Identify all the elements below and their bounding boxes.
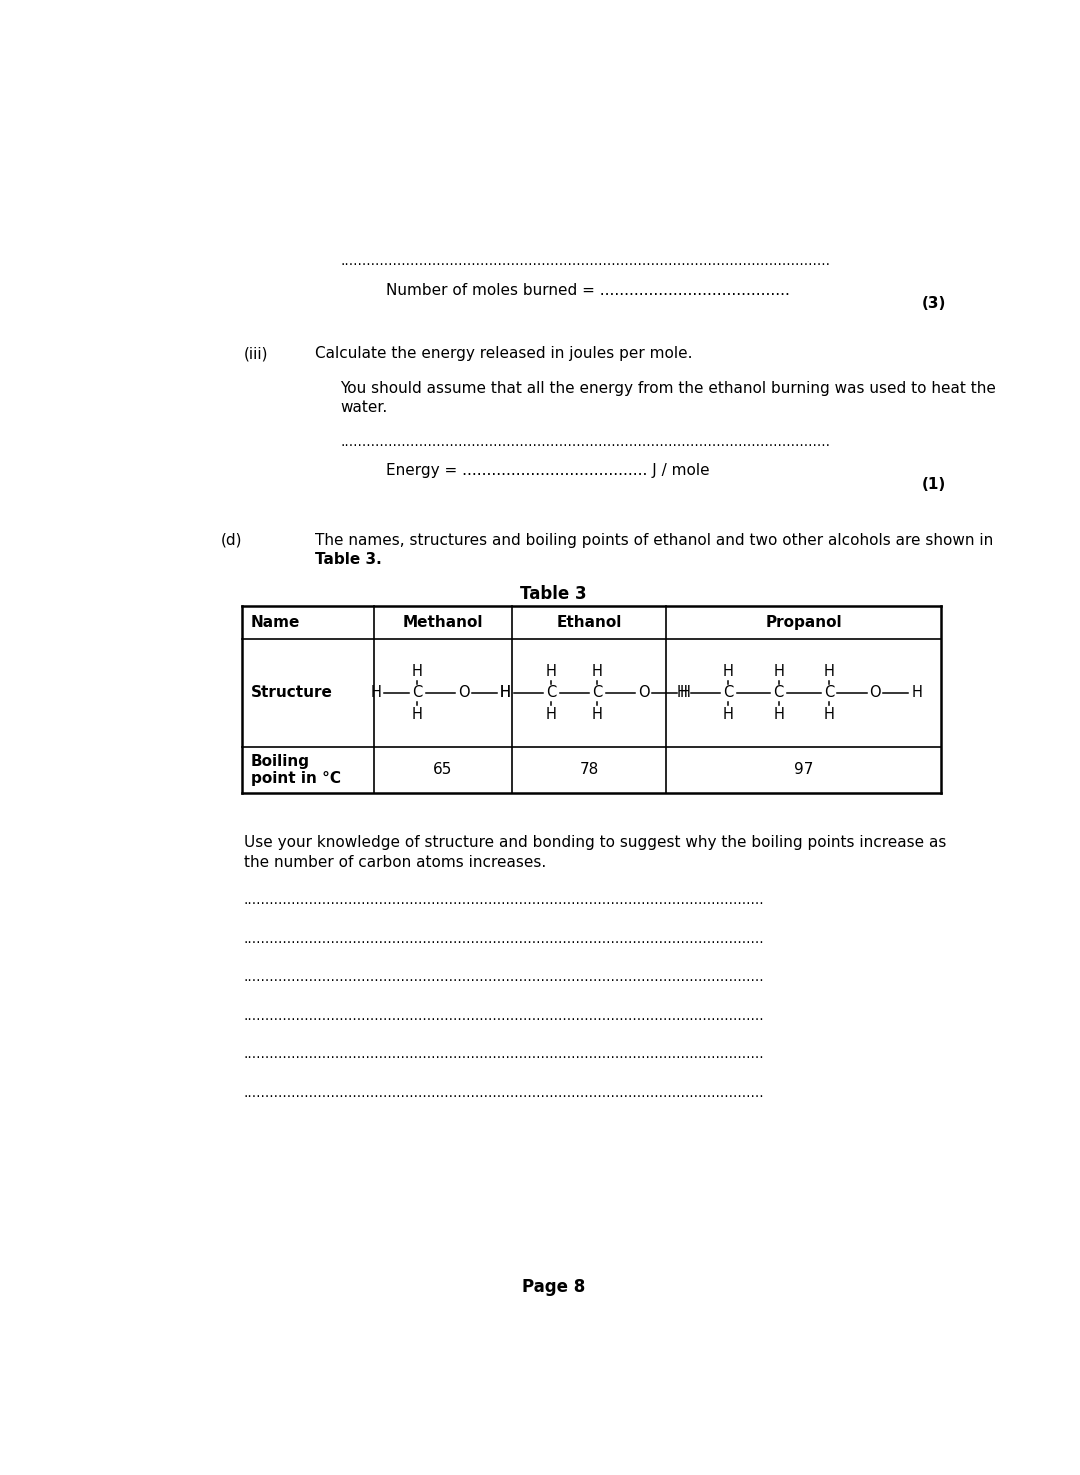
Text: The names, structures and boiling points of ethanol and two other alcohols are s: The names, structures and boiling points… bbox=[315, 532, 994, 547]
Text: H: H bbox=[823, 664, 835, 678]
Text: H: H bbox=[500, 686, 511, 701]
Text: (1): (1) bbox=[922, 478, 946, 493]
Text: C: C bbox=[413, 686, 422, 701]
Text: Table 3.: Table 3. bbox=[315, 552, 381, 566]
Text: ................................................................................: ........................................… bbox=[244, 892, 765, 907]
Text: H: H bbox=[773, 707, 784, 721]
Text: H: H bbox=[773, 664, 784, 678]
Text: 78: 78 bbox=[580, 763, 598, 777]
Text: Use your knowledge of structure and bonding to suggest why the boiling points in: Use your knowledge of structure and bond… bbox=[244, 835, 946, 851]
Text: ................................................................................: ........................................… bbox=[244, 932, 765, 945]
Text: H: H bbox=[546, 707, 557, 721]
Text: O: O bbox=[869, 686, 880, 701]
Text: 97: 97 bbox=[794, 763, 813, 777]
Text: ................................................................................: ........................................… bbox=[244, 1009, 765, 1022]
Text: C: C bbox=[724, 686, 733, 701]
Text: H: H bbox=[592, 707, 603, 721]
Text: Number of moles burned = .......................................: Number of moles burned = ...............… bbox=[387, 283, 789, 298]
Text: C: C bbox=[773, 686, 784, 701]
Text: H: H bbox=[413, 707, 423, 721]
Text: Ethanol: Ethanol bbox=[556, 615, 622, 630]
Text: (d): (d) bbox=[221, 532, 243, 547]
Text: H: H bbox=[723, 664, 734, 678]
Text: ................................................................................: ........................................… bbox=[340, 254, 831, 268]
Text: the number of carbon atoms increases.: the number of carbon atoms increases. bbox=[244, 854, 546, 870]
Text: H: H bbox=[680, 686, 691, 701]
Text: H: H bbox=[823, 707, 835, 721]
Text: (iii): (iii) bbox=[244, 347, 268, 361]
Text: ................................................................................: ........................................… bbox=[340, 435, 831, 448]
Text: H: H bbox=[500, 686, 511, 701]
Text: ................................................................................: ........................................… bbox=[244, 1047, 765, 1061]
Text: Boiling
point in °C: Boiling point in °C bbox=[251, 754, 340, 786]
Text: H: H bbox=[912, 686, 922, 701]
Text: Methanol: Methanol bbox=[403, 615, 483, 630]
Text: H: H bbox=[723, 707, 734, 721]
Text: Table 3: Table 3 bbox=[521, 586, 586, 603]
Text: C: C bbox=[824, 686, 834, 701]
Text: water.: water. bbox=[340, 400, 388, 416]
Text: C: C bbox=[546, 686, 556, 701]
Text: Name: Name bbox=[251, 615, 300, 630]
Text: ................................................................................: ........................................… bbox=[244, 971, 765, 984]
Text: 65: 65 bbox=[433, 763, 453, 777]
Text: H: H bbox=[677, 686, 688, 701]
Text: Structure: Structure bbox=[251, 686, 333, 701]
Text: Energy = ...................................... J / mole: Energy = ...............................… bbox=[387, 463, 710, 478]
Text: Calculate the energy released in joules per mole.: Calculate the energy released in joules … bbox=[315, 347, 692, 361]
Text: ................................................................................: ........................................… bbox=[244, 1086, 765, 1099]
Text: H: H bbox=[370, 686, 381, 701]
Text: (3): (3) bbox=[922, 296, 946, 311]
Text: Propanol: Propanol bbox=[766, 615, 842, 630]
Text: H: H bbox=[592, 664, 603, 678]
Text: O: O bbox=[637, 686, 649, 701]
Text: H: H bbox=[546, 664, 557, 678]
Text: H: H bbox=[413, 664, 423, 678]
Text: O: O bbox=[458, 686, 470, 701]
Text: You should assume that all the energy from the ethanol burning was used to heat : You should assume that all the energy fr… bbox=[340, 381, 996, 397]
Text: Page 8: Page 8 bbox=[522, 1279, 585, 1297]
Text: C: C bbox=[592, 686, 603, 701]
